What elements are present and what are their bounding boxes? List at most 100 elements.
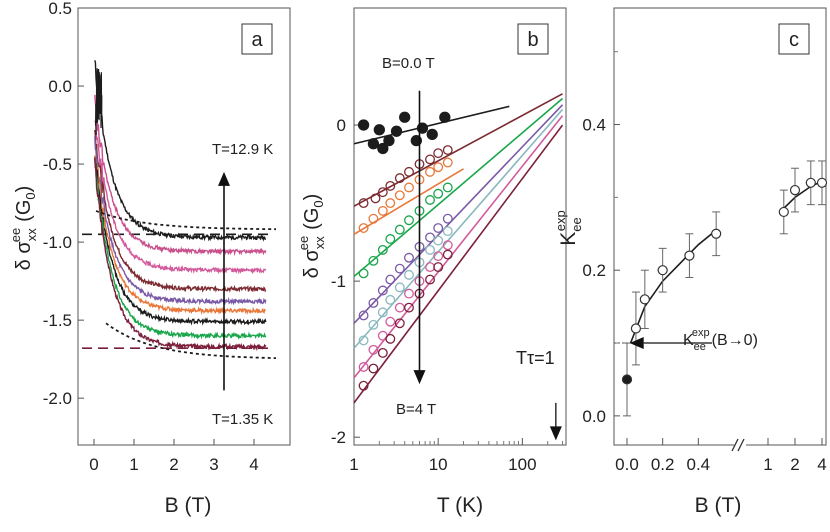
data-point	[425, 154, 435, 165]
data-point	[385, 234, 396, 244]
data-point	[404, 166, 414, 177]
panel-a-frame	[77, 7, 291, 446]
data-point	[385, 316, 396, 327]
data-point	[367, 138, 380, 150]
data-point	[385, 294, 396, 305]
data-point	[630, 323, 642, 334]
data-point	[425, 262, 435, 273]
x-tick-label: 2	[790, 455, 799, 474]
data-point	[394, 263, 405, 274]
x-tick-label: 0.2	[651, 455, 675, 474]
data-point	[368, 319, 379, 330]
y-tick-label: 0.4	[582, 116, 606, 135]
y-tick-label: 0.0	[582, 407, 606, 426]
curve-c7	[94, 157, 267, 326]
y-tick-label: -0.5	[43, 155, 72, 174]
x-tick-label: 2	[169, 455, 178, 474]
fit-line	[353, 97, 564, 278]
data-point	[368, 363, 379, 374]
fit-curve	[629, 229, 717, 344]
data-point	[399, 111, 411, 123]
x-tick-label: 1	[349, 455, 358, 474]
data-point	[404, 288, 414, 299]
data-point	[439, 111, 451, 123]
curve-c3	[94, 118, 267, 275]
data-point	[433, 148, 444, 159]
panel-b: 1 10 100 0 -1 -2	[331, 90, 564, 474]
x-tick-label: 4	[249, 455, 258, 474]
panel-c-label-box	[778, 23, 810, 55]
panel-a-label-box	[241, 23, 273, 55]
data-point	[442, 226, 453, 237]
data-point	[639, 294, 650, 305]
y-tick-label: -1.0	[43, 233, 72, 252]
arrow-head	[218, 171, 230, 186]
data-point	[385, 198, 396, 209]
data-point	[370, 193, 381, 204]
data-point	[425, 244, 435, 255]
data-point	[377, 285, 388, 296]
y-tick-label: 0.2	[582, 261, 606, 280]
data-point	[394, 190, 405, 201]
data-point	[385, 180, 396, 191]
data-point	[394, 282, 405, 293]
arrow-head	[413, 370, 426, 385]
panel-c-annotation: Keeexp (B→0)	[683, 327, 758, 353]
data-point	[377, 347, 388, 358]
data-point	[368, 298, 379, 308]
data-point	[433, 251, 444, 262]
data-point	[778, 206, 789, 218]
data-point	[358, 198, 369, 209]
curve-c2	[94, 94, 267, 257]
x-tick-label: 10	[429, 455, 448, 474]
data-point	[425, 274, 435, 285]
curve-c5	[94, 136, 267, 306]
panel-a-ylabel: δ σxxee(G0)	[8, 186, 39, 271]
data-point	[377, 142, 389, 155]
x-tick-label: 1	[129, 455, 138, 474]
data-point	[385, 274, 396, 285]
data-point	[426, 128, 438, 141]
panel-c-ylabel: Keeexp	[553, 210, 584, 245]
limit-arrow-head	[629, 337, 644, 350]
y-tick-label: -2.0	[43, 389, 72, 408]
data-point	[433, 223, 444, 234]
data-point	[358, 268, 369, 279]
axis-break-mark	[731, 438, 739, 452]
panel-b-ylabel: δ σxxee(G0)	[296, 194, 327, 279]
data-point	[442, 182, 453, 193]
panel-b-xlabel: T (K)	[437, 494, 483, 517]
data-point	[805, 177, 816, 188]
data-point	[358, 310, 369, 321]
data-point	[433, 188, 444, 199]
data-point	[390, 125, 403, 137]
data-point	[373, 124, 385, 136]
x-tick-label: 3	[209, 455, 218, 474]
data-point	[404, 215, 414, 226]
curve-t-12-9-k	[94, 60, 266, 242]
x-tick-label: 0	[89, 455, 98, 474]
data-point	[368, 255, 379, 266]
data-point	[684, 250, 695, 261]
data-point	[358, 335, 369, 346]
ttau-arrow-head	[549, 426, 562, 441]
data-point	[442, 157, 453, 168]
data-point	[368, 213, 379, 224]
panel-b-label: b	[527, 29, 538, 51]
x-tick-label: 4	[817, 455, 826, 474]
data-point	[425, 195, 435, 205]
dotted-line-upper	[95, 210, 276, 231]
data-point	[789, 184, 801, 196]
panel-a-annotation-bottom: T=1.35 K	[212, 411, 273, 428]
fit-line	[353, 105, 510, 145]
y-tick-label: 0.0	[48, 77, 72, 96]
panel-b-label-box	[517, 23, 549, 55]
curve-noise-spike	[95, 68, 103, 135]
data-point	[404, 252, 414, 263]
data-point	[357, 119, 370, 131]
x-tick-label: 1	[763, 455, 772, 474]
data-point	[433, 162, 444, 173]
data-point	[383, 135, 395, 147]
data-point	[404, 269, 414, 280]
